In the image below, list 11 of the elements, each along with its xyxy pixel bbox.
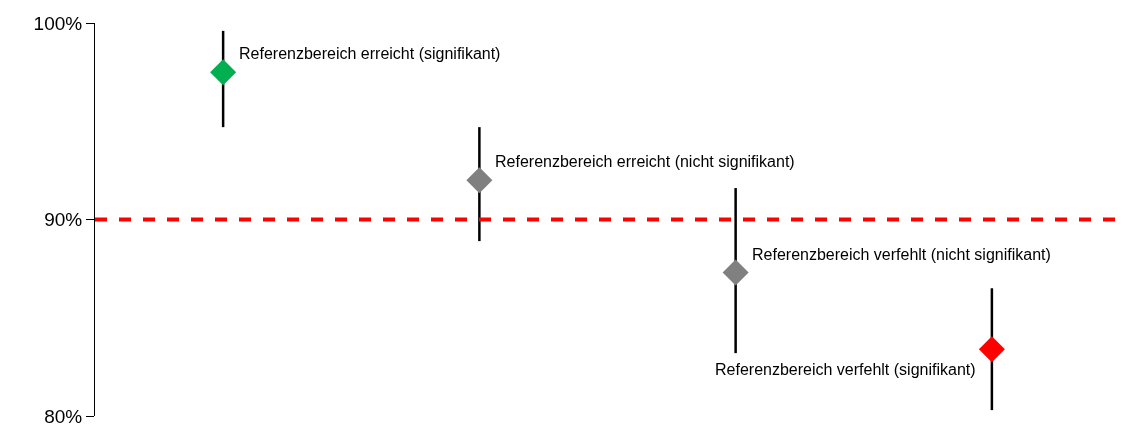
point [466, 167, 493, 194]
data-label: Referenzbereich erreicht (nicht signifikant) [495, 153, 795, 170]
data-label: Referenzbereich verfehlt (nicht signifikant) [752, 246, 1051, 263]
point [978, 336, 1005, 363]
point [210, 59, 237, 86]
y-tick-label: 100% [33, 12, 83, 34]
y-tick-label: 90% [44, 209, 83, 231]
point [722, 259, 749, 286]
data-label: Referenzbereich verfehlt (signifikant) [715, 361, 976, 378]
data-label: Referenzbereich erreicht (signifikant) [239, 45, 501, 62]
y-tick-label: 80% [44, 405, 83, 427]
